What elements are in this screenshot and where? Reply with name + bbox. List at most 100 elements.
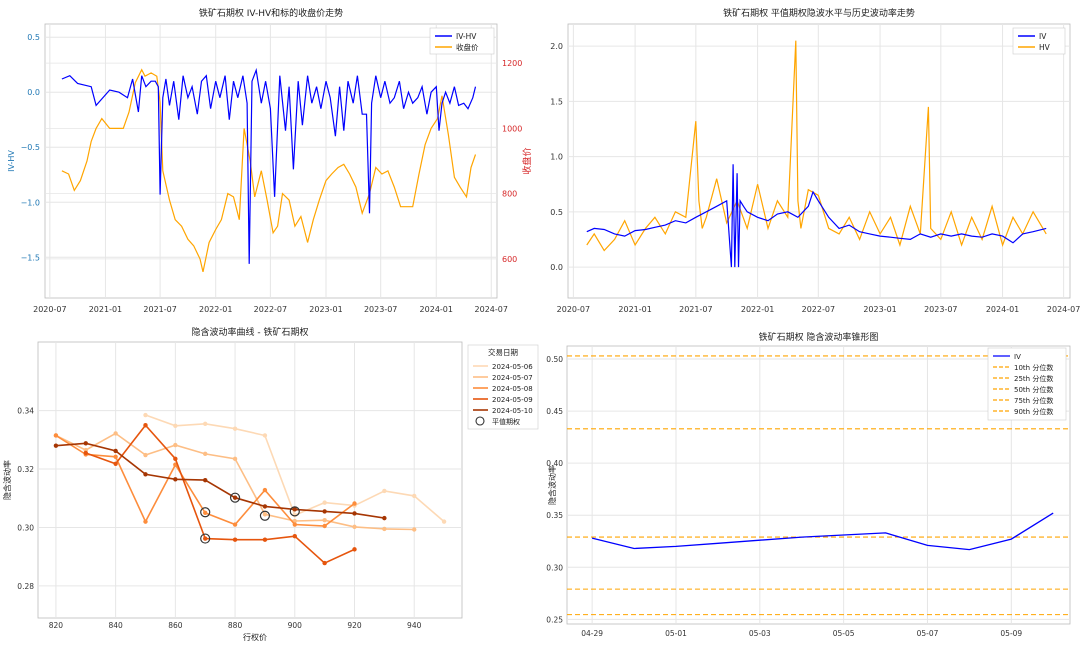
y-axis-label: 隐含波动率 (2, 460, 12, 500)
legend-label: 2024-05-10 (492, 407, 533, 415)
plot-area (567, 23, 1071, 299)
legend-label: 2024-05-06 (492, 363, 533, 371)
x-tick-label: 05-09 (1000, 629, 1022, 638)
x-tick-label: 2022-01 (741, 305, 774, 314)
x-tick-label: 2024-01 (420, 305, 453, 314)
series-point (203, 451, 208, 457)
x-tick-label: 2021-01 (89, 305, 122, 314)
series-point (203, 536, 208, 541)
x-tick-label: 820 (49, 621, 64, 630)
plot-area (37, 341, 463, 619)
y-tick-label: 0.35 (546, 511, 563, 520)
series-point (262, 537, 268, 542)
y-tick-label: −1.5 (21, 253, 40, 262)
series-point (382, 526, 387, 532)
x-tick-label: 2023-01 (309, 305, 342, 314)
y-tick-label: 1.5 (550, 97, 563, 106)
y-tick-label: 2.0 (550, 42, 563, 51)
y-tick-label: 0.40 (546, 459, 563, 468)
series-line (55, 442, 385, 519)
y-tick-label: 0.30 (546, 563, 563, 572)
x-tick-label: 05-07 (917, 629, 939, 638)
y-axis-label: IV-HV (7, 150, 16, 172)
series-point (113, 448, 118, 454)
legend-label: 90th 分位数 (1014, 407, 1053, 416)
x-tick-label: 2020-07 (33, 305, 66, 314)
legend-label: IV (1039, 32, 1047, 41)
series-iv-hv-line (61, 67, 477, 264)
x-tick-label: 2020-07 (557, 305, 590, 314)
series-point (53, 433, 59, 438)
series-point (262, 433, 268, 438)
series-point (173, 442, 178, 448)
series-point (173, 456, 178, 462)
series-point (382, 488, 387, 494)
x-tick-label: 2021-01 (618, 305, 651, 314)
y-tick-label: 0.5 (550, 208, 563, 217)
series-point (232, 537, 238, 542)
series-point (113, 461, 118, 466)
y-tick-label: 0.34 (17, 407, 34, 416)
legend-label: 50th 分位数 (1014, 385, 1053, 394)
legend-swatch-atm (475, 416, 485, 426)
y-tick-label: 0.45 (546, 407, 563, 416)
x-tick-label: 840 (108, 621, 123, 630)
series-point (292, 522, 297, 527)
x-tick-label: 04-29 (581, 629, 603, 638)
y-tick-label: 1.0 (550, 153, 563, 162)
y-right-tick-label: 800 (502, 190, 517, 199)
series-hv-line (586, 40, 1047, 252)
y-tick-label: 0.0 (550, 263, 563, 272)
y-tick-label: −1.0 (21, 198, 40, 207)
x-tick-label: 2021-07 (143, 305, 176, 314)
series-point (352, 547, 357, 552)
series-point (83, 441, 88, 446)
series-point (173, 477, 178, 482)
series-point (232, 522, 238, 527)
y-tick-label: 0.0 (27, 88, 40, 97)
x-tick-label: 880 (228, 621, 243, 630)
series-point (143, 519, 148, 524)
chart-volatility-cone: 04-29 05-01 05-03 05-05 05-07 05-09 0.50 0.45 0.… (546, 331, 1071, 638)
x-tick-label: 2023-01 (863, 305, 896, 314)
atm-marker (289, 506, 300, 517)
series-point (143, 472, 148, 477)
chart-iv-hv-level: 2020-07 2021-01 2021-07 2022-01 2022-07 2023-… (550, 7, 1080, 314)
legend-label: 10th 分位数 (1014, 363, 1053, 372)
y-tick-label: −0.5 (21, 143, 40, 152)
series-point (322, 517, 327, 523)
x-tick-label: 860 (168, 621, 183, 630)
x-tick-label: 05-01 (665, 629, 687, 638)
legend-label: IV (1014, 353, 1021, 361)
series-point (412, 493, 417, 499)
series-iv-line (591, 512, 1054, 551)
series-point (232, 426, 238, 431)
series-point (382, 515, 387, 521)
series-point (83, 450, 88, 456)
series-line (85, 423, 355, 565)
atm-marker (200, 507, 211, 518)
series-point (232, 495, 238, 500)
series-point (203, 510, 208, 516)
legend-label: HV (1039, 43, 1051, 52)
series-point (322, 560, 327, 566)
series-point (352, 501, 357, 506)
series-point (53, 443, 59, 448)
x-tick-label: 900 (288, 621, 303, 630)
legend-box (467, 344, 539, 430)
series-point (113, 431, 118, 436)
chart-title: 铁矿石期权 IV-HV和标的收盘价走势 (199, 7, 343, 19)
y-tick-label: 0.32 (17, 465, 34, 474)
chart-title: 隐含波动率曲线 - 铁矿石期权 (192, 326, 309, 338)
series-point (292, 534, 297, 539)
series-point (173, 423, 178, 429)
series-point (262, 487, 268, 493)
series-iv-line (586, 164, 1047, 268)
series-point (292, 507, 297, 512)
atm-marker (259, 510, 271, 521)
legend-title: 交易日期 (488, 347, 518, 357)
x-tick-label: 2021-07 (679, 305, 712, 314)
series-point (143, 452, 148, 458)
series-point (352, 524, 357, 530)
x-tick-label: 920 (347, 621, 362, 630)
